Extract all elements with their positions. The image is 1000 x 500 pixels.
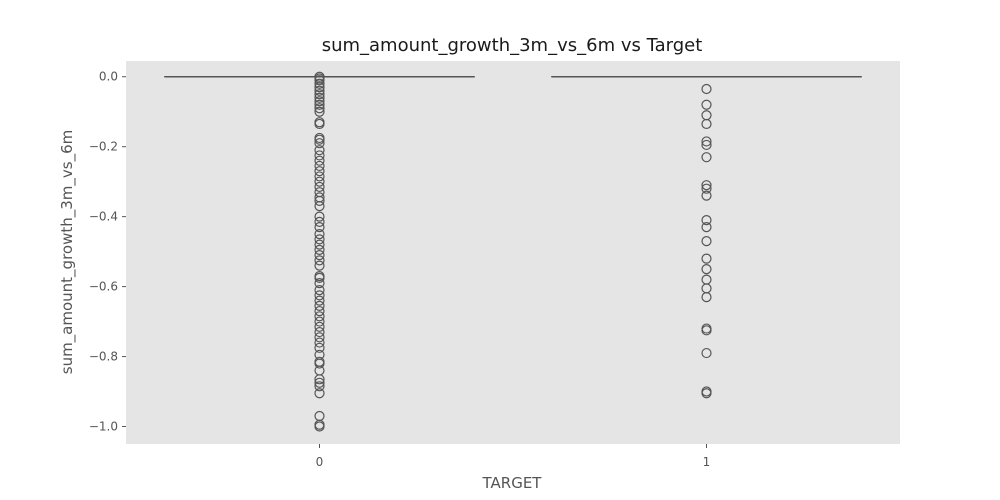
outlier-point — [314, 358, 325, 369]
outlier-point — [314, 89, 325, 100]
y-tick-label: −0.2 — [89, 140, 118, 154]
outlier-point — [314, 239, 325, 250]
outlier-point — [314, 377, 325, 388]
outlier-point — [314, 166, 325, 177]
outlier-point — [701, 99, 712, 110]
outlier-point — [314, 316, 325, 327]
outlier-point — [314, 250, 325, 261]
outlier-point — [701, 388, 712, 399]
outlier-point — [314, 155, 325, 166]
y-tick-label: −0.8 — [89, 350, 118, 364]
plot-area — [126, 61, 900, 444]
outlier-point — [314, 381, 325, 392]
outlier-point — [701, 139, 712, 151]
outlier-point — [701, 291, 712, 303]
outlier-point — [314, 278, 325, 289]
outlier-point — [314, 229, 325, 240]
outlier-point — [314, 260, 325, 271]
chart-title: sum_amount_growth_3m_vs_6m vs Target — [322, 35, 703, 56]
x-tick-label: 0 — [316, 455, 324, 469]
outlier-point — [701, 325, 712, 336]
outlier-point — [701, 347, 712, 359]
outlier-point — [314, 421, 325, 432]
outlier-point — [314, 106, 325, 117]
outlier-point — [701, 83, 712, 95]
y-tick-label: −0.4 — [89, 210, 118, 224]
outlier-point — [314, 388, 325, 399]
outlier-point — [314, 244, 325, 255]
outlier-point — [701, 236, 712, 247]
boxes-layer — [164, 71, 862, 432]
outlier-point — [701, 264, 712, 275]
outlier-point — [314, 171, 325, 182]
outlier-point — [314, 99, 325, 110]
outlier-point — [314, 75, 325, 86]
outlier-point — [314, 234, 325, 245]
y-tick-label: 0.0 — [99, 70, 118, 84]
outlier-point — [314, 92, 325, 103]
outlier-point — [314, 222, 325, 233]
outlier-point — [314, 216, 325, 227]
outlier-point — [314, 337, 325, 348]
outlier-point — [314, 181, 325, 193]
outlier-point — [314, 305, 325, 317]
outlier-point — [314, 332, 325, 343]
outlier-point — [314, 300, 325, 311]
x-axis-label: TARGET — [482, 474, 543, 492]
outlier-point — [701, 190, 712, 201]
outlier-point — [314, 134, 325, 145]
outlier-point — [314, 201, 325, 212]
outlier-point — [314, 311, 325, 322]
outlier-point — [314, 374, 325, 385]
outlier-point — [314, 85, 325, 96]
outlier-point — [314, 118, 325, 130]
outlier-point — [314, 145, 325, 156]
outlier-point — [701, 136, 712, 147]
outlier-point — [314, 78, 325, 89]
outlier-point — [701, 222, 712, 233]
outlier-point — [314, 160, 325, 172]
outlier-point — [314, 211, 325, 222]
outlier-point — [314, 321, 325, 332]
y-axis-label: sum_amount_growth_3m_vs_6m — [58, 130, 77, 375]
outlier-point — [314, 82, 325, 93]
outlier-point — [314, 138, 325, 149]
outlier-point — [314, 342, 325, 353]
outlier-point — [701, 215, 712, 226]
outlier-point — [314, 295, 325, 306]
outlier-point — [701, 180, 712, 191]
outlier-point — [701, 152, 712, 163]
y-axis: 0.0 −0.2 −0.4 −0.6 −0.8 −1.0 — [89, 70, 126, 434]
y-tick-label: −1.0 — [89, 420, 118, 434]
outlier-point — [314, 96, 325, 107]
outlier-point — [314, 255, 325, 266]
outlier-point — [314, 326, 325, 338]
outlier-point — [701, 118, 712, 130]
x-tick-label: 1 — [703, 455, 711, 469]
outlier-point — [314, 290, 325, 301]
outlier-point — [314, 103, 325, 114]
y-tick-label: −0.6 — [89, 280, 118, 294]
outlier-point — [314, 150, 325, 161]
outlier-point — [314, 176, 325, 187]
outlier-point — [701, 253, 712, 264]
outlier-point — [314, 285, 325, 296]
outlier-point — [314, 195, 325, 207]
outlier-point — [701, 183, 712, 194]
outlier-point — [314, 272, 325, 283]
